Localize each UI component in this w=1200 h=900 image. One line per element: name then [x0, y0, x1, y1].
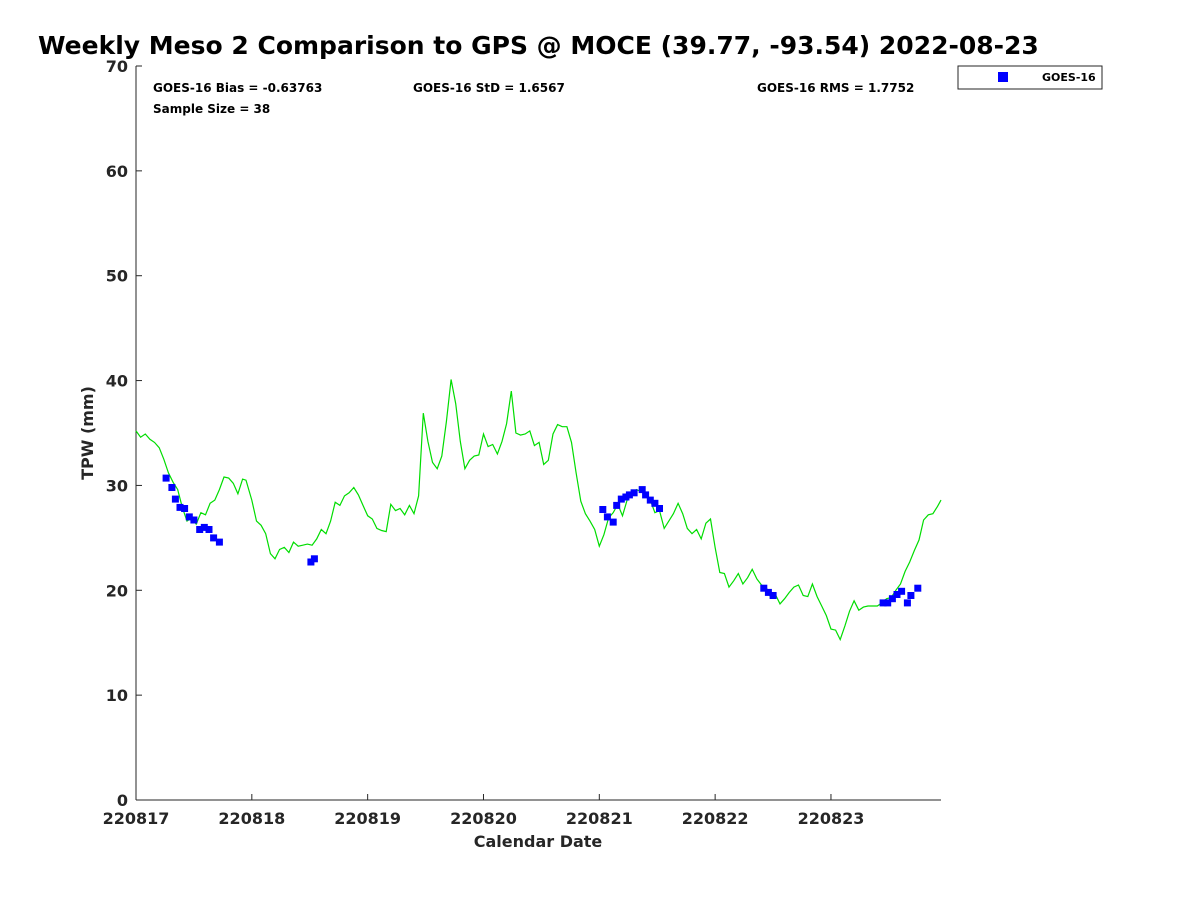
- goes16-point: [205, 526, 213, 533]
- legend: GOES-16: [957, 65, 1103, 90]
- goes16-point: [630, 489, 638, 497]
- y-tick-label: 10: [106, 686, 128, 705]
- goes16-point: [210, 534, 218, 542]
- goes16-point: [599, 506, 607, 513]
- goes16-point: [638, 486, 646, 494]
- goes16-point: [609, 518, 617, 526]
- bias-stat: GOES-16 Bias = -0.63763: [153, 81, 322, 95]
- x-tick-label: 220817: [103, 809, 170, 828]
- y-tick-label: 40: [106, 372, 128, 391]
- goes16-point: [888, 595, 896, 603]
- goes16-point: [769, 592, 777, 599]
- goes16-point: [171, 495, 179, 503]
- x-tick-label: 220821: [566, 809, 633, 828]
- x-axis-ticks: 220817 220818 220819 220820 220821 220822 2208…: [103, 794, 865, 828]
- y-axis-label: TPW (mm): [78, 386, 97, 480]
- goes16-point: [903, 599, 911, 607]
- goes16-point: [617, 495, 625, 503]
- goes16-point: [215, 538, 223, 546]
- goes16-point: [310, 555, 318, 563]
- goes16-point: [907, 592, 915, 599]
- goes16-point: [603, 513, 611, 521]
- legend-box: [957, 65, 1103, 90]
- y-tick-label: 50: [106, 267, 128, 286]
- goes16-point: [914, 584, 922, 592]
- goes16-point: [656, 505, 663, 512]
- rms-stat: GOES-16 RMS = 1.7752: [757, 81, 914, 95]
- x-axis-label: Calendar Date: [474, 832, 603, 851]
- legend-marker-goes16: [998, 72, 1008, 82]
- goes16-point: [613, 501, 621, 509]
- goes16-point: [190, 516, 198, 524]
- y-tick-label: 30: [106, 476, 128, 495]
- x-tick-label: 220822: [682, 809, 749, 828]
- goes16-point: [893, 591, 901, 598]
- y-tick-label: 20: [106, 581, 128, 600]
- goes16-point: [162, 474, 170, 482]
- y-tick-label: 70: [106, 57, 128, 76]
- goes16-point: [879, 599, 887, 607]
- x-tick-label: 220823: [798, 809, 865, 828]
- legend-label-goes16: GOES-16: [1042, 71, 1096, 84]
- y-tick-label: 0: [117, 791, 128, 810]
- y-tick-label: 60: [106, 162, 128, 181]
- goes16-point: [760, 584, 768, 592]
- goes16-point: [196, 526, 204, 533]
- gps-line: [135, 379, 942, 642]
- goes16-point: [176, 503, 184, 511]
- goes16-point: [185, 513, 193, 521]
- goes16-point: [200, 523, 208, 531]
- goes16-point: [181, 505, 189, 512]
- goes16-point: [646, 496, 654, 504]
- x-tick-label: 220820: [450, 809, 517, 828]
- goes16-point: [168, 484, 176, 491]
- x-tick-label: 220819: [334, 809, 401, 828]
- data-series: [135, 379, 942, 642]
- goes16-point: [884, 599, 892, 607]
- sample-size-stat: Sample Size = 38: [153, 102, 270, 116]
- chart-title: Weekly Meso 2 Comparison to GPS @ MOCE (…: [38, 31, 1039, 60]
- y-axis-ticks: 0 10 20 30 40 50 60 70: [106, 57, 142, 810]
- goes16-point: [651, 499, 659, 507]
- plot-area: [136, 66, 941, 800]
- goes16-point: [625, 491, 633, 499]
- goes16-point: [898, 587, 906, 595]
- goes16-point: [764, 588, 772, 596]
- goes16-point: [642, 491, 650, 499]
- std-stat: GOES-16 StD = 1.6567: [413, 81, 565, 95]
- x-tick-label: 220818: [218, 809, 285, 828]
